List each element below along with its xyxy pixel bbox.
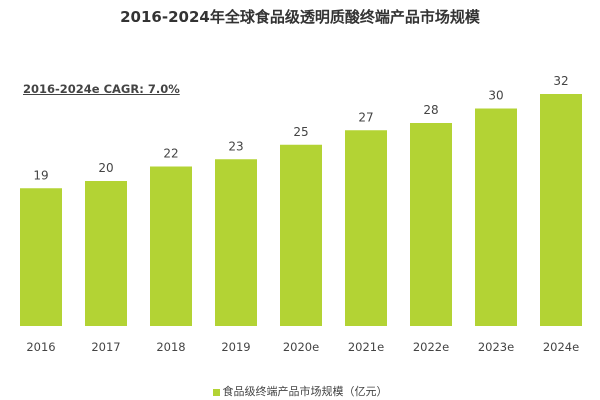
data-label-2020e: 25 <box>293 125 308 139</box>
x-tick-2022e: 2022e <box>413 340 449 354</box>
data-label-2019: 23 <box>228 139 243 153</box>
chart-title: 2016-2024年全球食品级透明质酸终端产品市场规模 <box>120 8 480 26</box>
cagr-annotation: 2016-2024e CAGR: 7.0% <box>23 82 180 96</box>
data-label-2023e: 30 <box>488 89 503 103</box>
x-tick-2018: 2018 <box>156 340 185 354</box>
bar-2016 <box>20 188 62 326</box>
x-tick-2021e: 2021e <box>348 340 384 354</box>
data-label-2021e: 27 <box>358 110 373 124</box>
x-tick-2020e: 2020e <box>283 340 319 354</box>
bar-2023e <box>475 108 517 326</box>
data-label-2016: 19 <box>33 168 48 182</box>
data-label-2024e: 32 <box>553 74 568 88</box>
bar-2019 <box>215 159 257 326</box>
bar-2018 <box>150 166 192 326</box>
legend-swatch <box>212 388 220 396</box>
x-tick-2024e: 2024e <box>543 340 579 354</box>
x-tick-2017: 2017 <box>91 340 120 354</box>
x-tick-2016: 2016 <box>26 340 55 354</box>
bar-2022e <box>410 123 452 326</box>
bar-2017 <box>85 181 127 326</box>
legend-label: 食品级终端产品市场规模（亿元） <box>222 385 388 398</box>
bar-2020e <box>280 144 322 326</box>
bar-2021e <box>345 130 387 326</box>
legend: 食品级终端产品市场规模（亿元） <box>0 383 600 399</box>
x-tick-2023e: 2023e <box>478 340 514 354</box>
data-label-2018: 22 <box>163 147 178 161</box>
x-tick-2019: 2019 <box>221 340 250 354</box>
data-label-2017: 20 <box>98 161 113 175</box>
data-label-2022e: 28 <box>423 103 438 117</box>
bar-2024e <box>540 94 582 326</box>
